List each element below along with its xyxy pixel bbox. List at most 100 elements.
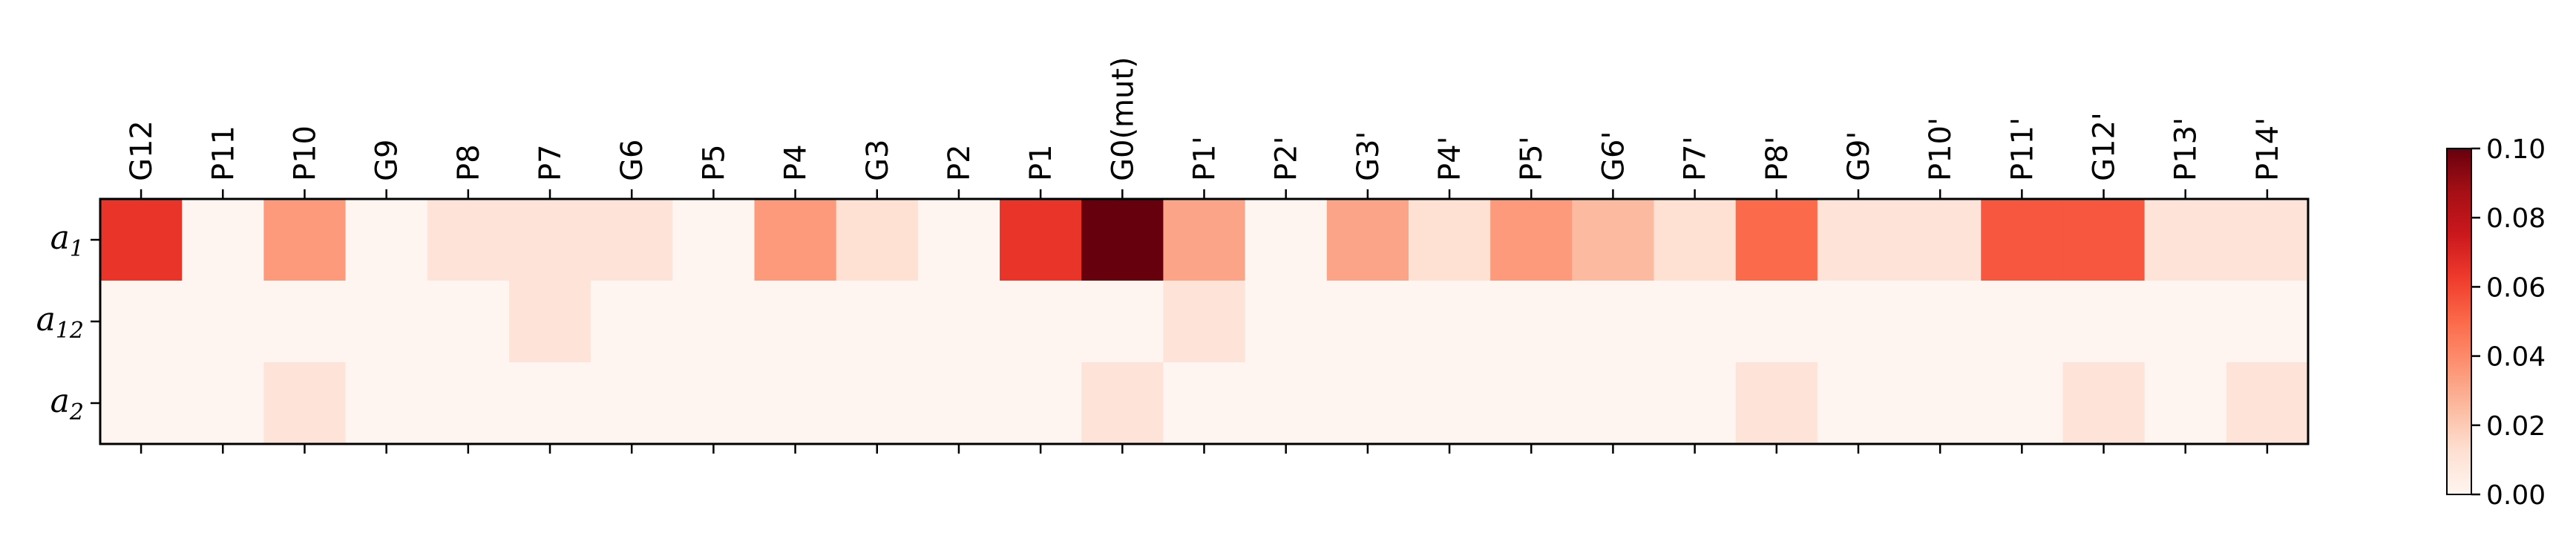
heatmap-cell <box>182 199 264 281</box>
heatmap-cell <box>427 362 510 445</box>
heatmap-cell <box>1735 362 1818 445</box>
colorbar-tick-label: 0.04 <box>2486 342 2546 373</box>
heatmap-cell <box>1572 281 1655 363</box>
heatmap-cell <box>1899 281 1982 363</box>
heatmap-cell <box>508 362 591 445</box>
colorbar-ticks: 0.00 0.02 0.04 0.06 0.08 0.10 <box>2471 134 2546 511</box>
x-tick-label: P7' <box>1679 136 1713 181</box>
heatmap-cell <box>1654 199 1737 281</box>
heatmap-cell <box>836 199 919 281</box>
heatmap-cell <box>1981 199 2064 281</box>
heatmap-cell <box>591 281 673 363</box>
heatmap-cell <box>2144 362 2227 445</box>
heatmap-cell <box>100 362 183 445</box>
x-tick-label: G0(mut) <box>1106 56 1140 181</box>
x-tick-label: P2 <box>943 144 977 181</box>
x-tick-label: G9 <box>370 140 404 181</box>
heatmap-cell <box>427 199 510 281</box>
heatmap-cell <box>1326 199 1409 281</box>
heatmap-cell <box>2144 199 2227 281</box>
heatmap-cell <box>1000 281 1082 363</box>
heatmap-cell <box>1326 281 1409 363</box>
heatmap-cell <box>836 362 919 445</box>
x-tick-label: P10 <box>288 125 322 181</box>
x-tick-label: P2' <box>1270 136 1304 181</box>
heatmap-cell <box>917 362 1000 445</box>
heatmap-cell <box>1163 199 1246 281</box>
colorbar-tick-label: 0.00 <box>2486 480 2546 511</box>
x-tick-label: P10' <box>1924 117 1958 181</box>
x-tick-label: P1 <box>1024 144 1058 181</box>
heatmap-cell <box>1490 199 1573 281</box>
heatmap-cell <box>263 199 347 281</box>
heatmap-cell <box>1817 199 1900 281</box>
heatmap-cell <box>917 199 1000 281</box>
colorbar-tick-label: 0.10 <box>2486 134 2546 165</box>
heatmap-cell <box>917 281 1000 363</box>
heatmap-cell <box>1245 199 1328 281</box>
heatmap-cell <box>1163 281 1246 363</box>
heatmap-cell <box>1981 281 2064 363</box>
colorbar-tick-label: 0.02 <box>2486 411 2546 442</box>
heatmap-cell <box>1817 281 1900 363</box>
heatmap-cell <box>508 199 591 281</box>
colorbar-tick-label: 0.06 <box>2486 272 2546 303</box>
heatmap-cell <box>1000 362 1082 445</box>
heatmap-cell <box>1735 199 1818 281</box>
y-tick-label: a12 <box>36 301 84 344</box>
heatmap-cell <box>836 281 919 363</box>
x-tick-label: G6' <box>1596 131 1631 181</box>
heatmap-cell <box>1081 199 1164 281</box>
heatmap-cell <box>1408 362 1491 445</box>
heatmap-cell <box>2144 281 2227 363</box>
x-tick-label: P5' <box>1515 136 1549 181</box>
heatmap-cell <box>1654 281 1737 363</box>
x-tick-label: P11 <box>206 125 240 181</box>
heatmap-cell <box>591 199 673 281</box>
heatmap-cell <box>1245 362 1328 445</box>
heatmap-cell <box>1326 362 1409 445</box>
y-axis-labels: a1 a12 a2 <box>36 219 100 425</box>
heatmap-cell <box>754 362 837 445</box>
x-tick-label: G9' <box>1842 131 1876 181</box>
heatmap-cell <box>1490 362 1573 445</box>
heatmap-cell <box>427 281 510 363</box>
colorbar-gradient <box>2446 148 2472 495</box>
heatmap-cell <box>263 281 347 363</box>
heatmap-cell <box>345 199 428 281</box>
heatmap-cell <box>508 281 591 363</box>
heatmap-cell <box>182 362 264 445</box>
heatmap-cell <box>2062 281 2146 363</box>
heatmap-cell <box>1245 281 1328 363</box>
x-tick-label: G3' <box>1351 131 1386 181</box>
heatmap-cell <box>2226 281 2309 363</box>
heatmap-cell <box>2226 362 2309 445</box>
heatmap-cell <box>1572 199 1655 281</box>
x-tick-label: G12' <box>2088 112 2122 181</box>
heatmap-cell <box>345 281 428 363</box>
heatmap-cell <box>2226 199 2309 281</box>
heatmap-cell <box>1572 362 1655 445</box>
x-axis-ticks: G12 P11 P10 G9 P8 P7 G6 P5 P4 G3 P2 P1 G0(mut) P1' P2'… <box>125 56 2285 454</box>
heatmap-cell <box>1408 281 1491 363</box>
heatmap-cell <box>1163 362 1246 445</box>
heatmap-cell <box>345 362 428 445</box>
x-tick-label: P7 <box>534 144 568 181</box>
x-tick-label: G3 <box>861 140 895 181</box>
x-tick-label: P14' <box>2251 117 2285 181</box>
x-tick-label: P1' <box>1188 136 1222 181</box>
heatmap-cell <box>2062 199 2146 281</box>
x-tick-label: P4 <box>779 144 813 181</box>
x-tick-label: P13' <box>2169 117 2203 181</box>
heatmap-cell <box>1981 362 2064 445</box>
x-tick-label: P11' <box>2005 117 2039 181</box>
colorbar: 0.00 0.02 0.04 0.06 0.08 0.10 <box>2446 134 2546 511</box>
x-tick-label: G12 <box>125 120 159 181</box>
heatmap-cell <box>1490 281 1573 363</box>
heatmap-cell <box>754 199 837 281</box>
heatmap-cell <box>1654 362 1737 445</box>
heatmap-cell <box>1899 199 1982 281</box>
heatmap-cell <box>591 362 673 445</box>
heatmap-cell <box>263 362 347 445</box>
